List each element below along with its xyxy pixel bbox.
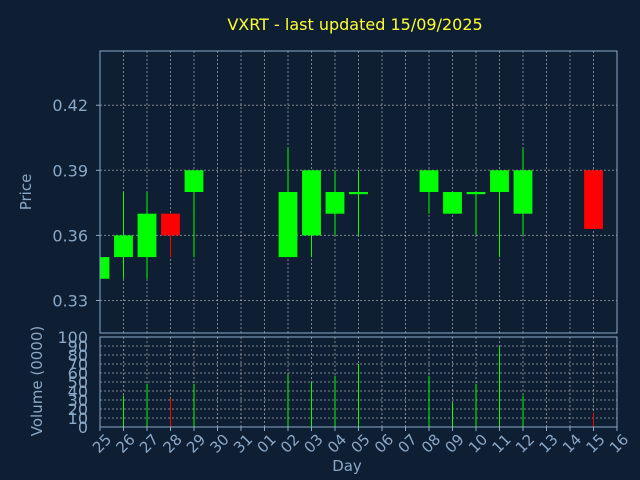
candle-body — [114, 235, 133, 258]
price-axis-label: Price — [17, 174, 35, 211]
price-frame — [99, 50, 618, 334]
volume-tick-label: 50 — [68, 373, 88, 392]
volume-tick-label: 70 — [68, 355, 88, 374]
candle-body — [443, 192, 462, 214]
price-tick-label: 0.39 — [52, 161, 88, 180]
chart-title: VXRT - last updated 15/09/2025 — [227, 15, 482, 34]
candle-body — [466, 192, 486, 195]
price-panel: 0.33 0.36 0.39 0.42 — [52, 50, 618, 334]
price-tick-label: 0.36 — [52, 226, 88, 245]
candle-body — [137, 213, 157, 258]
candle-body — [302, 170, 321, 236]
candle-body — [184, 170, 204, 192]
price-tick-label: 0.33 — [52, 291, 88, 310]
candle-body — [325, 192, 345, 214]
candle-body — [490, 170, 509, 192]
candle-body — [419, 170, 439, 192]
volume-tick-label: 90 — [68, 337, 88, 356]
volume-axis-label: Volume (0000) — [28, 326, 46, 436]
volume-tick-label: 80 — [68, 346, 88, 365]
volume-tick-label: 40 — [68, 382, 88, 401]
volume-tick-label: 100 — [57, 328, 88, 347]
candle-body — [161, 213, 180, 236]
candle-body — [584, 170, 603, 229]
x-axis-label: Day — [332, 457, 362, 475]
candle-body — [513, 170, 533, 214]
volume-tick-label: 0 — [78, 418, 88, 437]
candle-body — [278, 192, 298, 258]
volume-tick-label: 60 — [68, 364, 88, 383]
price-tick-label: 0.42 — [52, 96, 88, 115]
volume-tick-label: 30 — [68, 391, 88, 410]
candle-body — [349, 192, 368, 195]
volume-tick-label: 20 — [68, 400, 88, 419]
volume-tick-label: 10 — [68, 409, 88, 428]
candle-body — [100, 257, 110, 279]
